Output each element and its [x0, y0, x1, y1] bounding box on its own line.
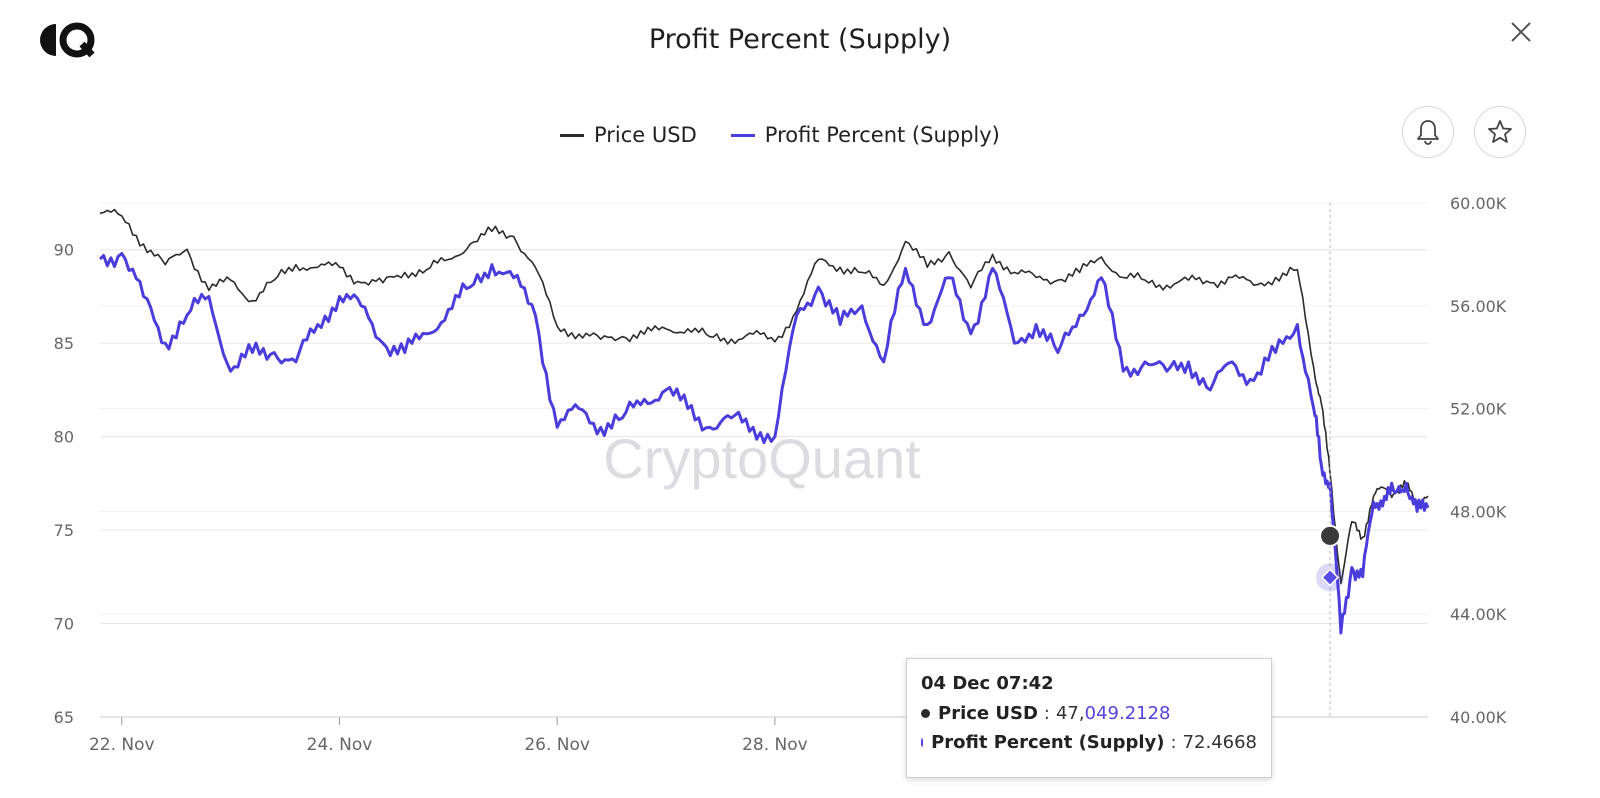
tooltip-separator: :	[1170, 732, 1177, 753]
x-tick-label: 24. Nov	[307, 735, 373, 755]
series-line-profit	[98, 252, 1430, 635]
legend-label-profit: Profit Percent (Supply)	[764, 123, 1000, 147]
tooltip-name-price: Price USD	[938, 703, 1038, 724]
tooltip-dot-price	[921, 709, 930, 718]
legend-item-price[interactable]: Price USD	[560, 123, 697, 147]
tooltip-value-profit: 72.4668	[1182, 732, 1257, 753]
tooltip-dot-profit	[921, 738, 924, 747]
favorite-button[interactable]	[1474, 106, 1526, 158]
tooltip-value-price-prefix: 47,	[1055, 703, 1085, 724]
page-title: Profit Percent (Supply)	[648, 24, 952, 55]
legend-item-profit[interactable]: Profit Percent (Supply)	[730, 123, 1000, 147]
y-left-tick-label: 90	[54, 241, 74, 260]
x-tick-label: 26. Nov	[524, 735, 590, 755]
y-right-tick-label: 44.00K	[1450, 605, 1507, 624]
y-right-tick-label: 40.00K	[1450, 708, 1507, 727]
bell-icon	[1417, 120, 1439, 145]
y-right-tick-label: 52.00K	[1450, 400, 1507, 419]
chart-legend: Price USD Profit Percent (Supply)	[560, 123, 1000, 147]
tooltip-row-profit: Profit Percent (Supply) : 72.4668	[921, 732, 1257, 753]
x-tick-label: 22. Nov	[89, 735, 155, 755]
tooltip-value-price: 47,049.2128	[1056, 703, 1171, 724]
chart-tooltip: 04 Dec 07:42 Price USD : 47,049.2128 Pro…	[906, 658, 1272, 778]
tooltip-value-price-highlight: 049.2128	[1084, 703, 1171, 724]
y-left-tick-label: 65	[54, 708, 74, 727]
close-icon[interactable]	[1503, 14, 1539, 50]
legend-swatch-price	[560, 133, 584, 137]
y-left-tick-label: 70	[54, 615, 74, 634]
tooltip-name-profit: Profit Percent (Supply)	[931, 732, 1165, 753]
alert-button[interactable]	[1402, 106, 1454, 158]
y-left-tick-label: 85	[54, 334, 74, 353]
tooltip-date: 04 Dec 07:42	[921, 673, 1054, 694]
y-right-tick-label: 56.00K	[1450, 297, 1507, 316]
hover-point-profit	[1320, 568, 1340, 587]
cryptoquant-logo	[40, 22, 95, 58]
legend-swatch-profit	[730, 133, 755, 137]
legend-label-price: Price USD	[594, 123, 697, 147]
y-right-tick-label: 60.00K	[1450, 194, 1507, 213]
y-right-tick-label: 48.00K	[1450, 502, 1507, 521]
y-left-tick-label: 80	[54, 428, 74, 447]
star-icon	[1488, 120, 1512, 143]
y-left-tick-label: 75	[54, 521, 74, 540]
hover-point-price	[1319, 524, 1342, 547]
tooltip-separator: :	[1043, 703, 1050, 724]
series-line-price	[99, 208, 1429, 585]
x-tick-label: 28. Nov	[742, 735, 808, 755]
tooltip-row-price: Price USD : 47,049.2128	[921, 703, 1257, 724]
